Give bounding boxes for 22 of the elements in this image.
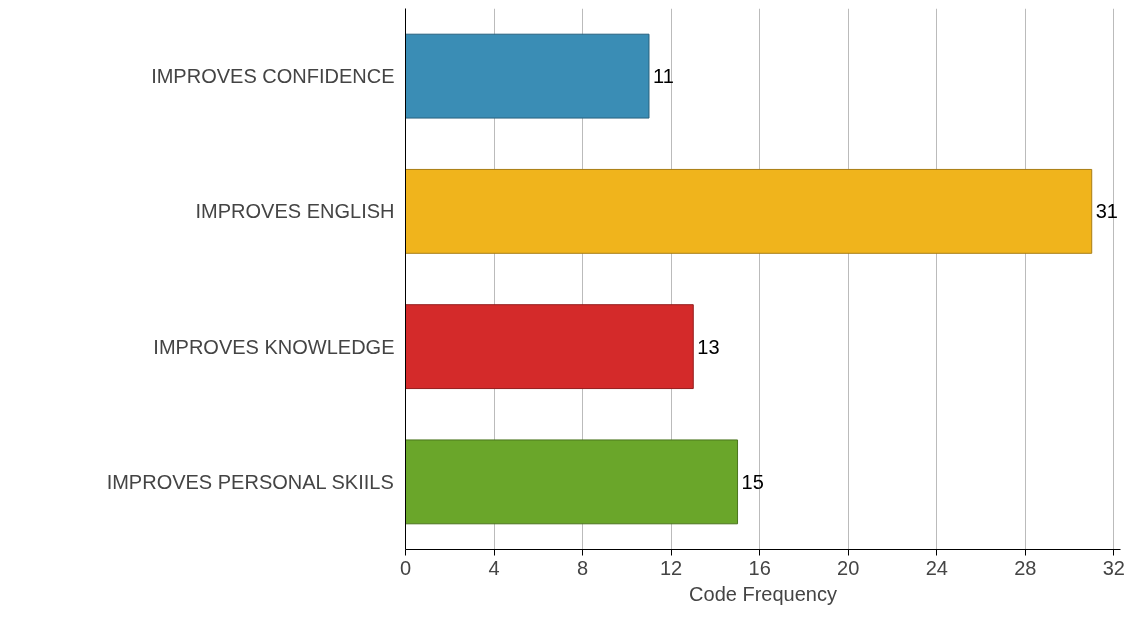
bar: [405, 33, 650, 119]
x-tick-label: 8: [577, 556, 589, 579]
bar: [405, 168, 1093, 254]
y-tick-label: IMPROVES KNOWLEDGE: [153, 335, 395, 358]
x-tick-label: 12: [660, 556, 683, 579]
x-tick-label: 32: [1102, 556, 1125, 579]
y-tick-label: IMPROVES PERSONAL SKIILS: [106, 470, 394, 493]
bar: [405, 304, 694, 390]
x-axis-title: Code Frequency: [689, 582, 837, 605]
x-tick-label: 4: [488, 556, 500, 579]
bar: [405, 439, 739, 525]
data-label: 15: [741, 470, 764, 493]
x-tick-label: 20: [837, 556, 860, 579]
y-tick-label: IMPROVES ENGLISH: [195, 200, 395, 223]
data-label: 11: [653, 65, 674, 88]
x-tick-label: 0: [399, 556, 412, 579]
data-label: 31: [1095, 200, 1118, 223]
y-tick-label: IMPROVES CONFIDENCE: [151, 65, 395, 88]
x-tick-label: 28: [1014, 556, 1037, 579]
x-tick-label: 16: [748, 556, 771, 579]
data-label: 13: [697, 335, 720, 358]
x-tick-label: 24: [925, 556, 948, 579]
